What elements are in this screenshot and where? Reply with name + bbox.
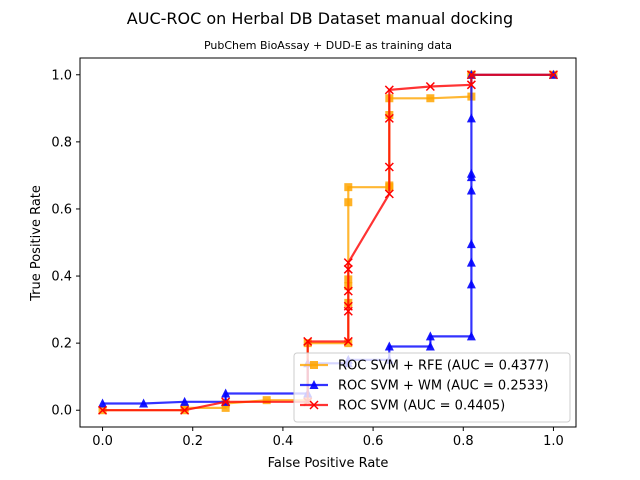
chart-title: AUC-ROC on Herbal DB Dataset manual dock… (127, 9, 513, 28)
series-1-point-11 (425, 341, 435, 351)
x-tick-label-0: 0.0 (92, 434, 113, 449)
series-2-point-2 (221, 397, 231, 407)
x-tick-label-5: 1.0 (543, 434, 564, 449)
legend-entry-1: ROC SVM + WM (AUC = 0.2533) (300, 379, 548, 394)
legend-marker-1 (309, 380, 319, 389)
x-tick-label-1: 0.2 (182, 434, 203, 449)
legend-box (293, 352, 571, 423)
chart-subtitle: PubChem BioAssay + DUD-E as training dat… (204, 39, 452, 52)
legend-label-1: ROC SVM + WM (AUC = 0.2533) (338, 379, 548, 394)
series-2-point-7 (343, 301, 353, 311)
series-1-point-1 (139, 398, 149, 408)
series-0-point-5 (262, 396, 271, 405)
series-2-point-13 (384, 113, 394, 123)
series-1 (98, 69, 558, 408)
series-2-point-0 (98, 405, 108, 415)
legend-entry-2: ROC SVM (AUC = 0.4405) (300, 399, 505, 414)
series-2-point-17 (466, 70, 476, 80)
series-0-point-3 (221, 403, 230, 412)
plot-area (98, 69, 558, 415)
x-tick-label-3: 0.6 (363, 434, 384, 449)
series-1-point-16 (466, 239, 476, 249)
series-2-point-4 (303, 336, 313, 346)
series-2-point-10 (343, 258, 353, 268)
series-2-point-12 (384, 162, 394, 172)
y-tick-label-1: 0.2 (51, 337, 72, 352)
series-1-point-14 (466, 279, 476, 289)
series-1-point-2 (180, 396, 190, 406)
y-tick-label-5: 1.0 (51, 68, 72, 83)
series-1-point-15 (466, 257, 476, 267)
x-axis-label: False Positive Rate (268, 456, 389, 471)
series-2-point-9 (343, 264, 353, 274)
series-2-point-14 (384, 85, 394, 95)
y-axis-label: True Positive Rate (29, 185, 44, 302)
series-1-point-20 (466, 113, 476, 123)
series-2-point-11 (384, 189, 394, 199)
legend: ROC SVM + RFE (AUC = 0.4377) ROC SVM + WM… (293, 352, 571, 423)
y-tick-label-0: 0.0 (51, 404, 72, 419)
y-tick-label-3: 0.6 (51, 202, 72, 217)
axes-frame (79, 57, 577, 428)
x-tick-label-4: 0.8 (453, 434, 474, 449)
series-1-point-0 (98, 398, 108, 408)
legend-marker-2 (309, 400, 319, 410)
x-tick-label-2: 0.4 (273, 434, 294, 449)
series-1-point-4 (221, 388, 231, 398)
series-0-point-12 (344, 198, 353, 207)
series-1-point-17 (466, 185, 476, 195)
series-0-point-2 (180, 403, 189, 412)
series-2-point-16 (466, 80, 476, 90)
series-0-point-13 (344, 183, 353, 192)
series-2-point-1 (180, 405, 190, 415)
series-1-point-13 (466, 331, 476, 341)
legend-marker-0 (310, 361, 318, 369)
y-tick-label-2: 0.4 (51, 270, 72, 285)
legend-label-2: ROC SVM (AUC = 0.4405) (338, 399, 505, 414)
y-tick-label-4: 0.8 (51, 135, 72, 150)
axes: 0.0 0.2 0.4 0.6 0.8 1.0 0.0 0.2 0.4 0.6 0.8 1.0 (51, 57, 577, 449)
series-1-point-19 (466, 168, 476, 178)
legend-label-0: ROC SVM + RFE (AUC = 0.4377) (338, 359, 549, 374)
series-2-point-8 (343, 286, 353, 296)
series-0-point-18 (426, 94, 435, 103)
series-2-point-15 (425, 81, 435, 92)
series-2-point-5 (343, 336, 353, 346)
series-1-point-10 (384, 341, 394, 351)
series-2-point-18 (548, 70, 558, 80)
series-0-point-8 (344, 339, 353, 348)
series-1-point-12 (425, 331, 435, 341)
legend-entry-0: ROC SVM + RFE (AUC = 0.4377) (300, 359, 549, 374)
